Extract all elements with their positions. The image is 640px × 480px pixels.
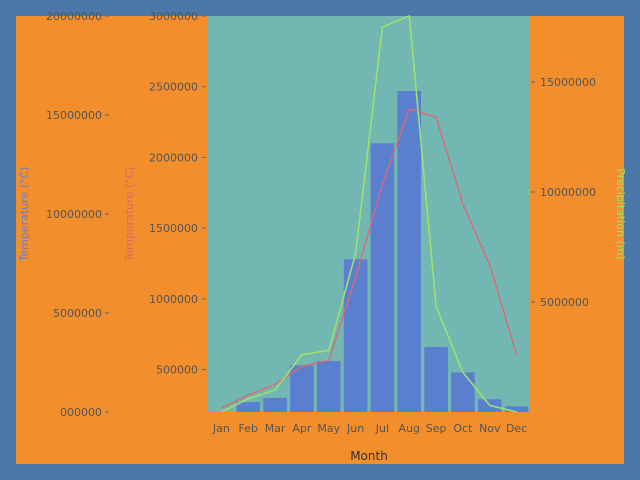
bar-jul — [370, 143, 395, 413]
y-outer-tick-label-1: 5000000 — [53, 307, 102, 320]
y-axis-label-right: Precipitation (m) — [614, 168, 627, 260]
x-tick-label-aug: Aug — [399, 422, 420, 435]
y-inner-tick-label-3: 2000000 — [149, 151, 198, 164]
y-right-tick-label-1: 10000000 — [540, 186, 596, 199]
bar-oct — [451, 372, 475, 412]
y-inner-tick-label-0: 500000 — [156, 364, 198, 377]
y-outer-tick-label-2: 10000000 — [46, 208, 102, 221]
bars-layer — [236, 91, 529, 413]
plot-area — [208, 16, 530, 412]
x-tick-label-sep: Sep — [426, 422, 447, 435]
y-inner-tick-label-4: 2500000 — [149, 81, 198, 94]
x-tick-label-feb: Feb — [239, 422, 258, 435]
x-tick-label-jan: Jan — [212, 422, 230, 435]
x-tick-label-jul: Jul — [375, 422, 389, 435]
x-tick-label-apr: Apr — [292, 422, 312, 435]
x-tick-label-may: May — [317, 422, 340, 435]
y-outer-tick-label-3: 15000000 — [46, 109, 102, 122]
y-axis-label-outer: Temperature (°C) — [18, 167, 31, 263]
y-outer-tick-label-0: 000000 — [60, 406, 102, 419]
y-inner-tick-label-2: 1500000 — [149, 222, 198, 235]
y-right-tick-label-0: 5000000 — [540, 296, 589, 309]
y-outer-tick-label-4: 20000000 — [46, 10, 102, 23]
x-tick-label-nov: Nov — [479, 422, 501, 435]
bar-dec — [504, 406, 529, 412]
x-axis-label: Month — [350, 449, 388, 463]
bar-sep — [424, 346, 448, 412]
axes-layer: Jan Feb Mar Apr May Jun Jul Aug Sep Oct Nov Dec 0000… — [46, 10, 596, 435]
x-tick-label-oct: Oct — [453, 422, 473, 435]
x-tick-label-mar: Mar — [265, 422, 286, 435]
y-right-tick-label-2: 15000000 — [540, 76, 596, 89]
red-line-series — [221, 108, 518, 409]
bar-aug — [397, 91, 421, 412]
x-tick-label-dec: Dec — [506, 422, 527, 435]
bar-feb — [236, 402, 260, 412]
bar-apr — [290, 365, 314, 412]
y-axis-label-inner: Temperature (°C) — [123, 167, 136, 263]
y-inner-tick-label-5: 3000000 — [149, 10, 198, 23]
x-tick-label-jun: Jun — [346, 422, 364, 435]
bar-mar — [263, 397, 287, 412]
green-line-series — [221, 14, 517, 413]
bar-may — [316, 361, 341, 412]
y-inner-tick-label-1: 1000000 — [149, 293, 198, 306]
lines-layer — [221, 14, 518, 413]
